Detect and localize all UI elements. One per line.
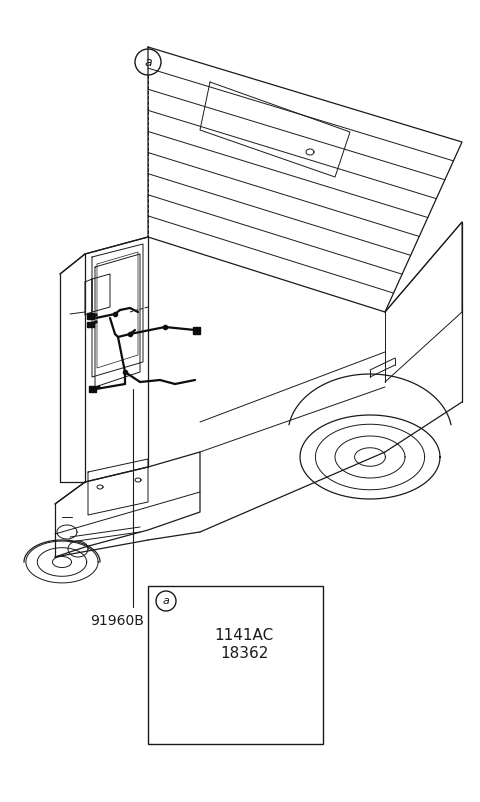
Bar xyxy=(148,586,323,744)
Bar xyxy=(193,327,200,334)
Text: a: a xyxy=(163,596,169,606)
Text: 1141AC: 1141AC xyxy=(215,629,274,643)
Bar xyxy=(87,313,94,319)
Text: a: a xyxy=(144,55,152,68)
Text: 18362: 18362 xyxy=(220,646,268,662)
Bar xyxy=(89,386,96,392)
Bar xyxy=(87,322,94,327)
Text: 91960B: 91960B xyxy=(90,614,144,628)
